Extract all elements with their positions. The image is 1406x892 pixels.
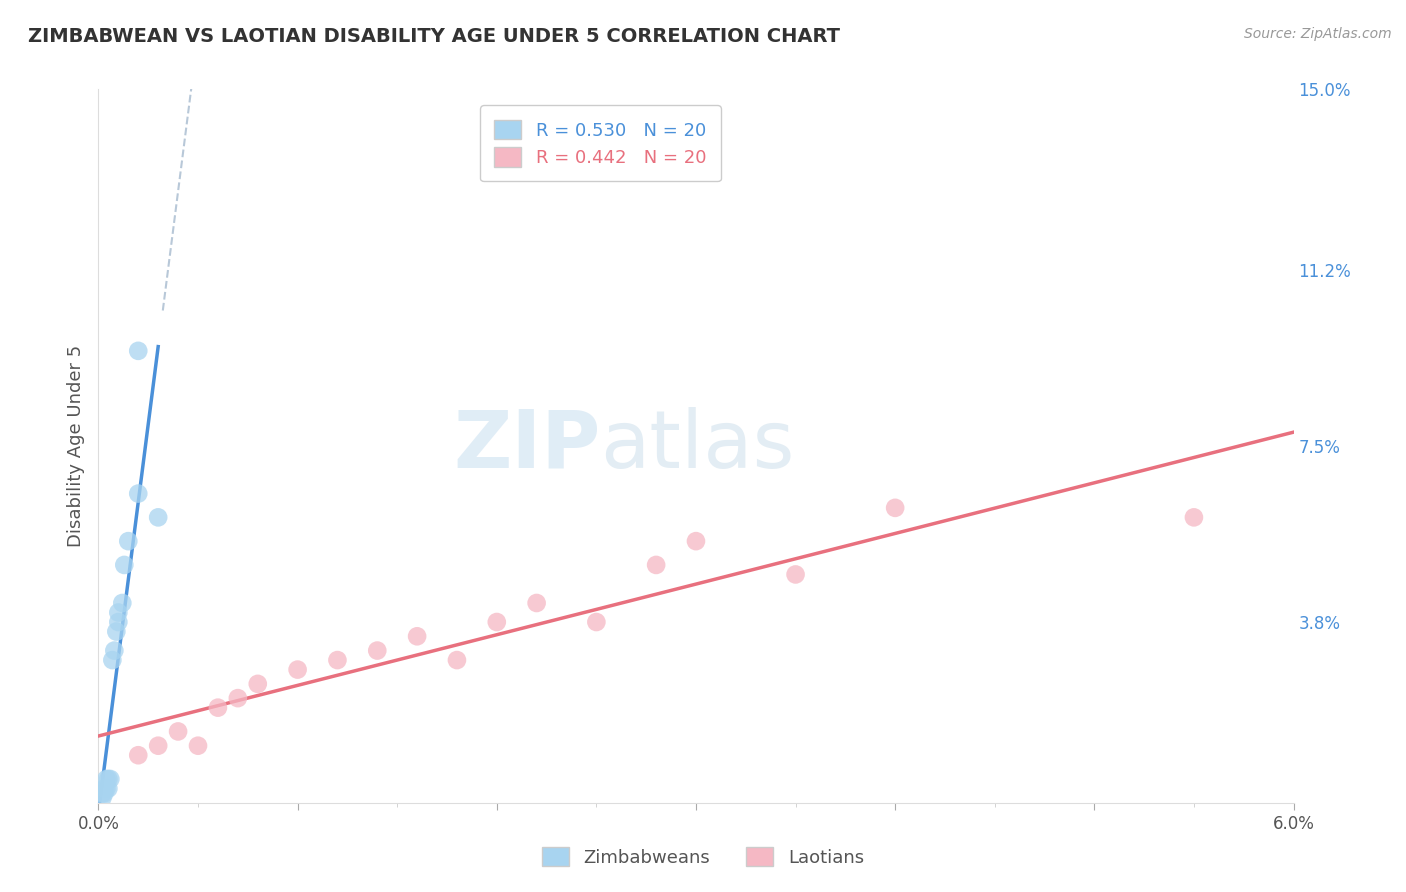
Point bbox=[187, 739, 209, 753]
Point bbox=[785, 567, 807, 582]
Point bbox=[112, 558, 135, 572]
Point bbox=[246, 677, 269, 691]
Point bbox=[101, 653, 124, 667]
Point bbox=[111, 596, 134, 610]
Point bbox=[107, 615, 129, 629]
Point bbox=[91, 791, 114, 805]
Point bbox=[207, 700, 229, 714]
Point bbox=[167, 724, 190, 739]
Point bbox=[96, 772, 118, 786]
Point bbox=[107, 606, 129, 620]
Point bbox=[148, 739, 170, 753]
Point bbox=[585, 615, 607, 629]
Legend: Zimbabweans, Laotians: Zimbabweans, Laotians bbox=[534, 840, 872, 874]
Point bbox=[98, 772, 122, 786]
Point bbox=[93, 786, 115, 800]
Point bbox=[148, 510, 170, 524]
Point bbox=[93, 781, 115, 796]
Legend: R = 0.530   N = 20, R = 0.442   N = 20: R = 0.530 N = 20, R = 0.442 N = 20 bbox=[479, 105, 721, 181]
Point bbox=[366, 643, 388, 657]
Point bbox=[884, 500, 907, 515]
Point bbox=[91, 786, 114, 800]
Text: ZIMBABWEAN VS LAOTIAN DISABILITY AGE UNDER 5 CORRELATION CHART: ZIMBABWEAN VS LAOTIAN DISABILITY AGE UND… bbox=[28, 27, 841, 45]
Text: Source: ZipAtlas.com: Source: ZipAtlas.com bbox=[1244, 27, 1392, 41]
Point bbox=[103, 643, 125, 657]
Point bbox=[326, 653, 349, 667]
Point bbox=[485, 615, 508, 629]
Point bbox=[226, 691, 249, 706]
Point bbox=[127, 486, 149, 500]
Point bbox=[127, 748, 149, 763]
Point bbox=[97, 781, 120, 796]
Text: ZIP: ZIP bbox=[453, 407, 600, 485]
Point bbox=[105, 624, 128, 639]
Text: atlas: atlas bbox=[600, 407, 794, 485]
Point bbox=[526, 596, 548, 610]
Point bbox=[287, 663, 309, 677]
Point bbox=[97, 772, 120, 786]
Point bbox=[685, 534, 707, 549]
Point bbox=[645, 558, 668, 572]
Point bbox=[406, 629, 429, 643]
Y-axis label: Disability Age Under 5: Disability Age Under 5 bbox=[66, 345, 84, 547]
Point bbox=[117, 534, 139, 549]
Point bbox=[446, 653, 468, 667]
Point bbox=[1182, 510, 1205, 524]
Point bbox=[96, 781, 118, 796]
Point bbox=[127, 343, 149, 358]
